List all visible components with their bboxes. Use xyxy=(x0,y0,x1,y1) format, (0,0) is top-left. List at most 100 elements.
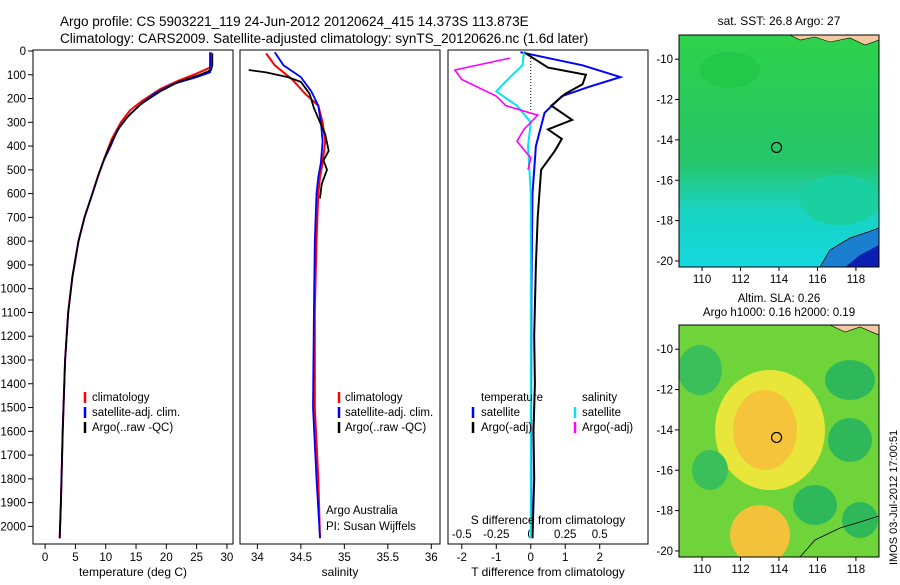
x-tick-label: 0 xyxy=(42,552,48,564)
map-y-tick-label: -16 xyxy=(656,175,673,187)
figure-subtitle: Climatology: CARS2009. Satellite-adjuste… xyxy=(60,31,588,46)
s-difference-tick-label: -0.5 xyxy=(452,529,472,541)
salinity-axis-label: salinity xyxy=(322,565,359,579)
salinity-x-axis: 34 34.5 35 35.5 36 xyxy=(251,544,438,564)
x-tick-label: 30 xyxy=(221,552,234,564)
depth-tick-label: 500 xyxy=(7,165,26,177)
sla-map-subtitle: Argo h1000: 0.16 h2000: 0.19 xyxy=(703,307,855,319)
sst-map-axes: 110 112 114 116 118 -10 -12 -14 -16 -18 -20 xyxy=(656,54,865,286)
sla-low-region xyxy=(828,418,872,462)
sla-low-region xyxy=(825,360,875,400)
x-tick-label: 20 xyxy=(160,552,173,564)
depth-tick-label: 1300 xyxy=(0,355,26,367)
x-tick-label: 1 xyxy=(562,552,568,564)
x-tick-label: 35 xyxy=(338,552,351,564)
map-x-tick-label: 116 xyxy=(808,274,826,286)
sla-low-region xyxy=(842,502,878,538)
sla-low-region xyxy=(692,450,728,490)
depth-tick-label: 1600 xyxy=(0,426,26,438)
x-tick-label: 35.5 xyxy=(377,552,399,564)
sst-coastline xyxy=(819,227,879,267)
sla-map-axes: 110 112 114 116 118 -10 -12 -14 -16 -18 -20 xyxy=(656,344,865,576)
series-line-satellite-adj-clim- xyxy=(274,51,324,539)
salinity-series xyxy=(248,51,330,539)
sla-low-region xyxy=(793,485,837,525)
map-x-tick-label: 118 xyxy=(847,564,865,576)
depth-tick-label: 600 xyxy=(7,189,26,201)
series-line-argo-raw-qc- xyxy=(248,69,330,199)
map-x-tick-label: 118 xyxy=(847,274,865,286)
x-tick-label: 2 xyxy=(597,552,603,564)
map-x-tick-label: 116 xyxy=(808,564,826,576)
sst-cold-region xyxy=(845,245,879,267)
depth-tick-label: 1500 xyxy=(0,403,26,415)
x-tick-label: 0 xyxy=(528,552,534,564)
depth-tick-label: 0 xyxy=(20,46,26,58)
imos-timestamp-label: IMOS 03-Jul-2012 17:00:51 xyxy=(888,430,900,565)
legend-label: Argo(..raw -QC) xyxy=(345,422,426,434)
sla-peak-region xyxy=(733,390,797,470)
sla-coastline xyxy=(799,515,879,557)
x-tick-label: -1 xyxy=(491,552,501,564)
sst-patch xyxy=(700,52,760,88)
depth-tick-label: 300 xyxy=(7,117,26,129)
s-difference-axis-label: S difference from climatology xyxy=(471,513,626,527)
t-difference-x-axis: -2 -1 0 1 2 xyxy=(457,544,603,564)
temperature-series xyxy=(58,52,214,539)
x-tick-label: 5 xyxy=(72,552,78,564)
series-line-climatology xyxy=(58,52,213,539)
depth-tick-label: 100 xyxy=(7,70,26,82)
map-y-tick-label: -18 xyxy=(656,506,673,518)
s-difference-tick-label: 0.25 xyxy=(554,529,576,541)
difference-legend: temperature satellite Argo(-adj) salinit… xyxy=(471,392,633,434)
depth-tick-label: 2000 xyxy=(0,521,26,533)
map-y-tick-label: -12 xyxy=(656,95,673,107)
map-x-tick-label: 114 xyxy=(770,274,789,286)
series-line-salinity-argo-adj- xyxy=(453,57,540,170)
x-tick-label: 34.5 xyxy=(290,552,312,564)
map-y-tick-label: -14 xyxy=(656,425,673,437)
legend-title-temperature: temperature xyxy=(481,392,543,404)
sst-map-title: sat. SST: 26.8 Argo: 27 xyxy=(718,14,841,28)
difference-panel-frame xyxy=(447,49,649,545)
depth-tick-label: 1100 xyxy=(1,307,26,319)
x-tick-label: 15 xyxy=(130,552,143,564)
figure-title: Argo profile: CS 5903221_119 24-Jun-2012… xyxy=(60,14,529,29)
map-x-tick-label: 112 xyxy=(731,274,749,286)
legend-label: Argo(-adj) xyxy=(582,422,633,434)
map-y-tick-label: -12 xyxy=(656,385,673,397)
sst-heatmap xyxy=(679,35,879,267)
sst-land xyxy=(789,35,879,46)
series-line-argo-raw-qc- xyxy=(58,53,214,539)
map-x-tick-label: 114 xyxy=(770,564,789,576)
series-line-satellite-adj-clim- xyxy=(58,52,211,539)
legend-label: climatology xyxy=(345,392,403,404)
map-y-tick-label: -14 xyxy=(656,135,673,147)
temperature-axis-label: temperature (deg C) xyxy=(79,565,187,579)
sla-map-title: Altim. SLA: 0.26 xyxy=(738,293,820,305)
map-y-tick-label: -16 xyxy=(656,465,673,477)
depth-tick-label: 400 xyxy=(7,141,26,153)
map-x-tick-label: 110 xyxy=(693,274,711,286)
sla-argo-marker xyxy=(770,431,783,444)
series-line-temperature-argo-adj- xyxy=(523,51,588,539)
sst-patch xyxy=(800,175,879,225)
x-tick-label: -2 xyxy=(457,552,467,564)
depth-axis: 0 100 200 300 400 500 600 700 800 900 1000 1100 1200… xyxy=(0,46,33,533)
depth-tick-label: 200 xyxy=(7,94,26,106)
sla-heatmap xyxy=(679,325,879,557)
temperature-panel-frame xyxy=(32,49,234,545)
sla-land xyxy=(829,325,879,336)
legend-label: satellite xyxy=(582,407,621,419)
depth-tick-label: 700 xyxy=(7,212,26,224)
depth-tick-label: 1900 xyxy=(0,498,26,510)
map-x-tick-label: 112 xyxy=(731,564,749,576)
s-difference-x-axis: -0.5 -0.25 0 0.25 0.5 xyxy=(452,529,608,541)
credit-line-2: PI: Susan Wijffels xyxy=(326,521,416,533)
series-line-climatology xyxy=(265,52,327,539)
map-y-tick-label: -20 xyxy=(656,256,673,268)
sla-low-region xyxy=(679,345,722,395)
s-difference-tick-label: -0.25 xyxy=(483,529,509,541)
